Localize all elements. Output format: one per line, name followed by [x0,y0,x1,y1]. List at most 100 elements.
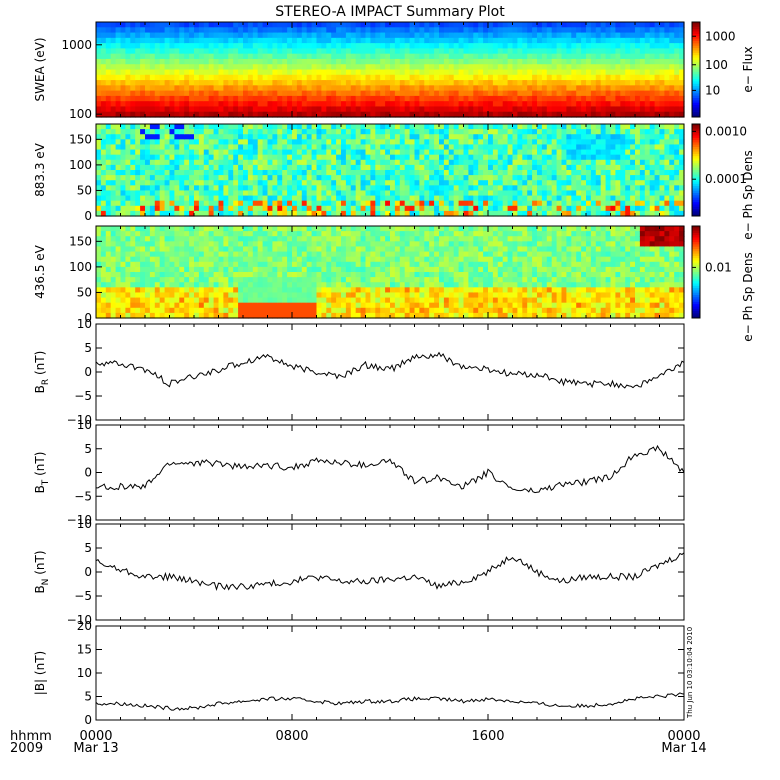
heatmap-cell [507,210,514,217]
heatmap-cell [561,32,567,39]
heatmap-cell [394,106,401,113]
heatmap-cell [130,159,136,166]
heatmap-cell [360,27,367,34]
heatmap-cell [140,32,146,39]
heatmap-cell [448,175,455,181]
heatmap-cell [331,190,337,197]
heatmap-cell [537,170,543,176]
heatmap-cell [674,74,680,81]
heatmap-cell [399,95,406,102]
heatmap-cell [517,185,523,192]
heatmap-cell [208,80,215,86]
heatmap-cell [527,48,533,55]
heatmap-cell [600,69,607,76]
heatmap-cell [120,312,126,319]
heatmap-cell [179,149,185,156]
heatmap-cell [282,190,288,197]
heatmap-cell [635,85,641,92]
heatmap-cell [135,231,141,237]
heatmap-cell [296,170,303,176]
heatmap-cell [605,95,612,102]
heatmap-cell [615,134,621,140]
heatmap-cell [453,43,460,49]
heatmap-cell [184,85,190,92]
heatmap-cell [164,266,171,273]
heatmap-cell [399,124,406,130]
heatmap-cell [125,74,131,81]
heatmap-cell [311,205,318,212]
heatmap-cell [198,266,205,273]
heatmap-cell [429,124,435,130]
heatmap-cell [360,195,367,202]
heatmap-cell [331,32,337,39]
heatmap-cell [179,277,185,283]
heatmap-cell [198,170,205,176]
heatmap-cell [306,190,313,197]
heatmap-cell [630,170,636,176]
heatmap-cell [159,312,166,319]
heatmap-cell [228,134,234,140]
heatmap-cell [443,106,450,113]
heatmap-cell [492,134,499,140]
heatmap-cell [296,154,303,161]
heatmap-cell [238,149,244,156]
heatmap-cell [120,69,126,76]
heatmap-cell [635,37,641,44]
heatmap-cell [443,190,450,197]
heatmap-cell [615,190,621,197]
heatmap-cell [453,129,460,135]
heatmap-cell [149,48,156,55]
heatmap-cell [252,200,259,207]
heatmap-cell [238,190,244,197]
heatmap-cell [336,69,342,76]
heatmap-cell [247,74,254,81]
heatmap-cell [164,272,171,278]
heatmap-cell [130,111,136,118]
heatmap-cell [213,154,220,161]
heatmap-cell [331,58,337,65]
heatmap-cell [674,124,680,130]
heatmap-cell [355,124,362,130]
heatmap-cell [208,48,215,55]
heatmap-cell [213,22,220,28]
heatmap-cell [96,210,102,217]
heatmap-cell [228,190,234,197]
heatmap-cell [659,139,665,146]
heatmap-cell [443,69,450,76]
heatmap-cell [130,85,136,92]
heatmap-cell [184,200,190,207]
heatmap-cell [576,205,582,212]
heatmap-cell [679,210,685,217]
heatmap-cell [233,22,239,28]
heatmap-cell [512,69,518,76]
heatmap-cell [586,64,592,71]
heatmap-cell [198,180,205,186]
heatmap-cell [296,74,303,81]
heatmap-cell [532,101,538,108]
heatmap-cell [635,64,641,71]
colorbar-step [692,209,700,212]
heatmap-cell [159,292,166,299]
heatmap-cell [135,159,141,166]
heatmap-cell [311,101,318,108]
heatmap-cell [488,80,494,86]
heatmap-cell [488,37,494,44]
heatmap-cell [120,134,126,140]
heatmap-cell [243,144,249,151]
heatmap-cell [282,80,288,86]
heatmap-cell [375,190,381,197]
heatmap-cell [120,277,126,283]
heatmap-cell [512,129,518,135]
heatmap-cell [541,134,548,140]
heatmap-cell [169,159,175,166]
heatmap-cell [100,297,107,304]
heatmap-cell [654,129,661,135]
heatmap-cell [424,43,430,49]
heatmap-cell [360,139,367,146]
heatmap-cell [184,266,190,273]
heatmap-cell [350,106,357,113]
heatmap-cell [448,190,455,197]
heatmap-cell [296,185,303,192]
heatmap-cell [615,69,621,76]
heatmap-cell [605,111,612,118]
